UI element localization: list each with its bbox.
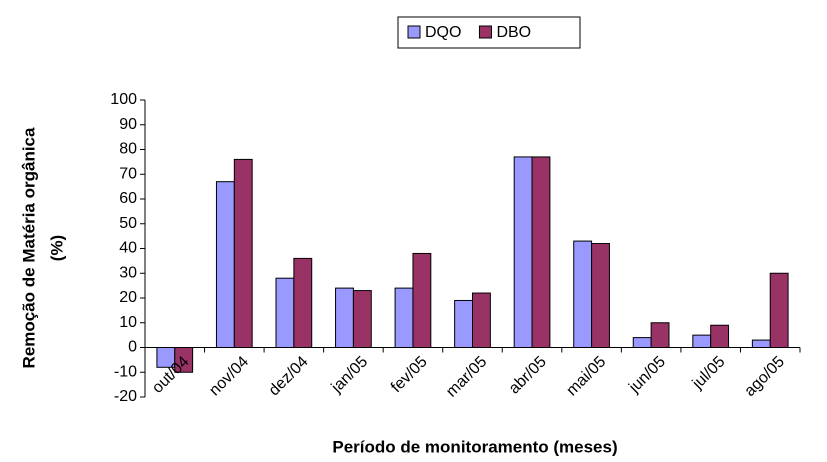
bar xyxy=(412,252,432,348)
bar xyxy=(472,292,491,348)
legend-swatch xyxy=(478,25,492,39)
y-axis-title-line: (%) xyxy=(47,235,66,261)
x-tick-label: dez/04 xyxy=(266,353,312,399)
legend-swatch xyxy=(407,25,421,39)
bar xyxy=(352,290,372,349)
x-tick-label: jan/05 xyxy=(328,353,372,397)
bar xyxy=(275,277,295,349)
y-tick-label: 70 xyxy=(119,165,137,182)
bar xyxy=(454,299,473,349)
x-tick-label: abr/05 xyxy=(506,353,550,397)
legend-label: DBO xyxy=(496,24,531,41)
y-tick-label: 20 xyxy=(119,289,137,306)
legend-label: DQO xyxy=(425,24,461,41)
bar xyxy=(215,181,235,348)
y-axis-title-line: Remoção de Matéria orgânica xyxy=(19,127,38,368)
y-tick-label: 0 xyxy=(128,339,137,356)
x-axis-title: Período de monitoramento (meses) xyxy=(332,437,617,456)
y-axis-title: Remoção de Matéria orgânica (%) xyxy=(19,127,66,368)
bar xyxy=(293,257,313,348)
y-tick-label: 50 xyxy=(119,215,137,232)
y-tick-label: 40 xyxy=(119,240,137,257)
y-tick-label: 80 xyxy=(119,141,137,158)
bar xyxy=(751,339,771,349)
bar xyxy=(632,337,652,349)
bar xyxy=(769,272,789,348)
y-tick-label: -20 xyxy=(114,388,137,405)
x-tick-label: fev/05 xyxy=(388,353,431,396)
bar xyxy=(513,156,533,348)
y-tick-label: 30 xyxy=(119,264,137,281)
x-tick-label: mar/05 xyxy=(443,353,490,400)
bar xyxy=(394,287,414,349)
y-tick-label: 10 xyxy=(119,314,137,331)
bar xyxy=(591,243,610,348)
x-tick-label: ago/05 xyxy=(741,353,788,400)
x-tick-label: jun/05 xyxy=(625,353,669,397)
x-tick-label: jul/05 xyxy=(689,353,729,393)
y-tick-label: 100 xyxy=(110,91,137,108)
y-tick-label: 90 xyxy=(119,116,137,133)
y-tick-label: 60 xyxy=(119,190,137,207)
y-tick-label: -10 xyxy=(114,363,137,380)
bar xyxy=(710,324,730,349)
bar xyxy=(335,287,354,349)
x-tick-label: nov/04 xyxy=(206,353,252,399)
bar xyxy=(692,334,712,348)
bar xyxy=(531,156,551,348)
x-tick-label: mai/05 xyxy=(563,353,609,399)
bar xyxy=(233,158,253,348)
bar xyxy=(573,240,593,348)
bar xyxy=(650,322,670,348)
